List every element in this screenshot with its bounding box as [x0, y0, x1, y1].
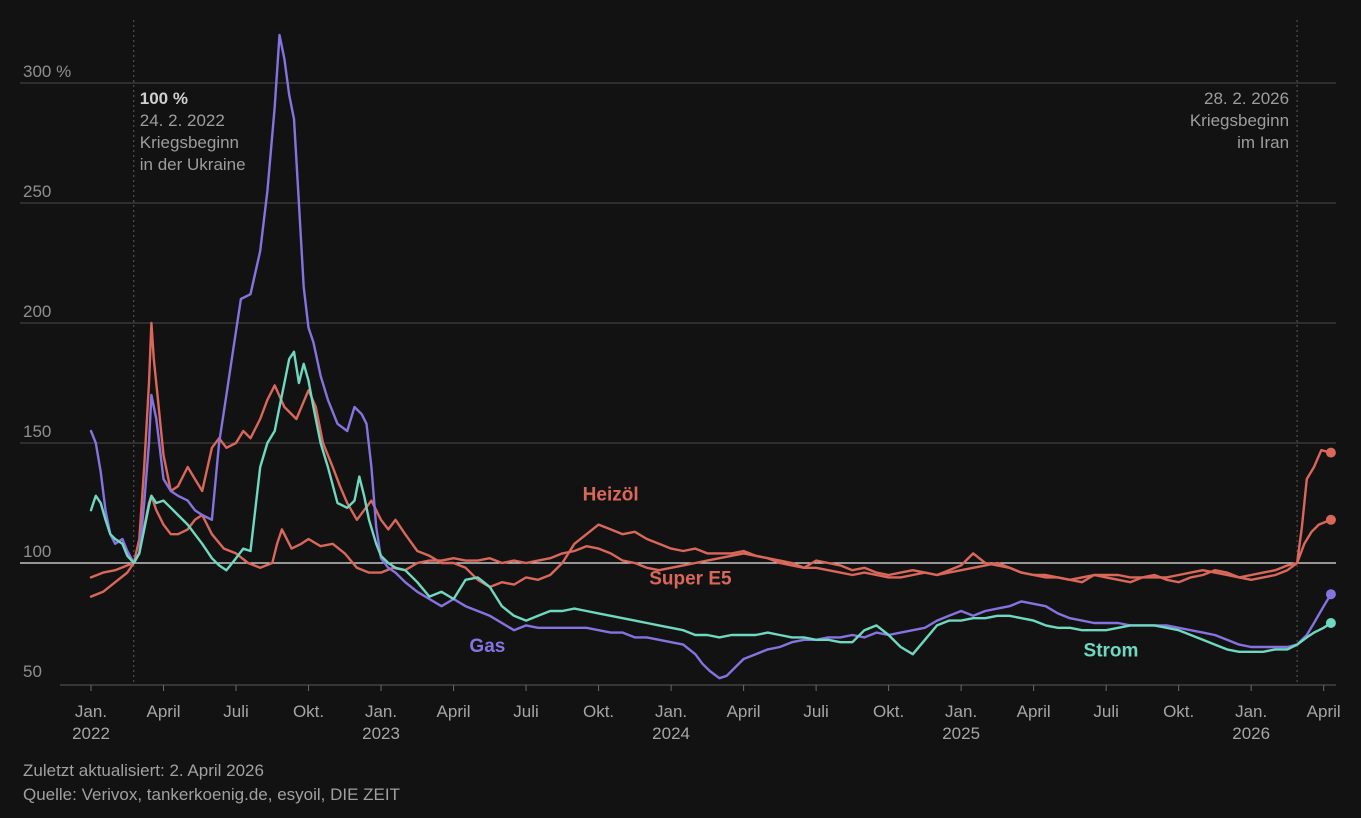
x-tick-label: Juli: [803, 702, 829, 721]
event-marker-text: 24. 2. 2022: [140, 111, 225, 130]
x-tick-label: April: [1017, 702, 1051, 721]
y-tick-label: 50: [23, 662, 42, 681]
event-marker-text: 28. 2. 2026: [1204, 89, 1289, 108]
x-axis-ticks: Jan. 2022 April Juli Okt. Jan. 2023 April Juli Ok…: [72, 685, 1341, 743]
x-tick-label: Okt.: [873, 702, 904, 721]
series-lines: [89, 33, 1336, 680]
y-tick-label: 200: [23, 302, 51, 321]
y-axis-ticks: 300 % 250 200 150 100 50: [23, 62, 71, 681]
x-tick-label: Jan.: [365, 702, 397, 721]
event-marker-text: Kriegsbeginn: [1190, 111, 1289, 130]
series-end-dot-heiz-l: [1325, 447, 1336, 458]
event-marker-text: im Iran: [1237, 133, 1289, 152]
y-tick-label: 250: [23, 182, 51, 201]
event-markers: 100 % 24. 2. 2022 Kriegsbeginn in der Ukrai…: [133, 20, 1298, 685]
event-marker-text: 100 %: [140, 89, 188, 108]
x-tick-label: April: [147, 702, 181, 721]
source-note: Quelle: Verivox, tankerkoenig.de, esyoil…: [23, 785, 401, 804]
x-tick-label: Jan.: [945, 702, 977, 721]
series-line-strom: [89, 350, 1333, 656]
price-index-chart: 100 % 24. 2. 2022 Kriegsbeginn in der Ukrai…: [20, 20, 1341, 743]
y-tick-label: 300 %: [23, 62, 71, 81]
y-tick-label: 150: [23, 422, 51, 441]
x-tick-label: Jan.: [655, 702, 687, 721]
series-labels: Super E5 Heizöl Gas Strom: [469, 485, 1138, 662]
x-tick-label: Jan.: [1235, 702, 1267, 721]
series-label-gas: Gas: [469, 636, 505, 657]
y-tick-label: 100: [23, 542, 51, 561]
series-end-dot-super-e5: [1325, 514, 1336, 525]
series-label-strom: Strom: [1084, 641, 1139, 662]
series-line-heiz-l: [89, 321, 1333, 598]
x-tick-year: 2023: [362, 724, 400, 743]
series-end-dot-gas: [1325, 589, 1336, 600]
series-line-super-e5: [89, 494, 1333, 581]
x-tick-label: April: [727, 702, 761, 721]
x-tick-year: 2022: [72, 724, 110, 743]
series-label-heiz-l: Heizöl: [583, 485, 639, 506]
event-marker-text: Kriegsbeginn: [140, 133, 239, 152]
series-end-dot-strom: [1325, 618, 1336, 628]
x-tick-year: 2024: [652, 724, 690, 743]
last-updated-note: Zuletzt aktualisiert: 2. April 2026: [23, 761, 264, 780]
x-tick-label: April: [1307, 702, 1341, 721]
x-tick-label: Jan.: [75, 702, 107, 721]
series-label-super-e5: Super E5: [649, 569, 732, 590]
x-tick-label: Juli: [513, 702, 539, 721]
series-line-gas: [89, 33, 1333, 680]
event-marker-text: in der Ukraine: [140, 155, 246, 174]
x-tick-year: 2025: [942, 724, 980, 743]
x-tick-label: Okt.: [293, 702, 324, 721]
x-tick-year: 2026: [1232, 724, 1270, 743]
x-tick-label: Okt.: [1163, 702, 1194, 721]
x-tick-label: Okt.: [583, 702, 614, 721]
x-tick-label: April: [437, 702, 471, 721]
x-tick-label: Juli: [1093, 702, 1119, 721]
gridlines: [20, 82, 1336, 686]
x-tick-label: Juli: [223, 702, 249, 721]
